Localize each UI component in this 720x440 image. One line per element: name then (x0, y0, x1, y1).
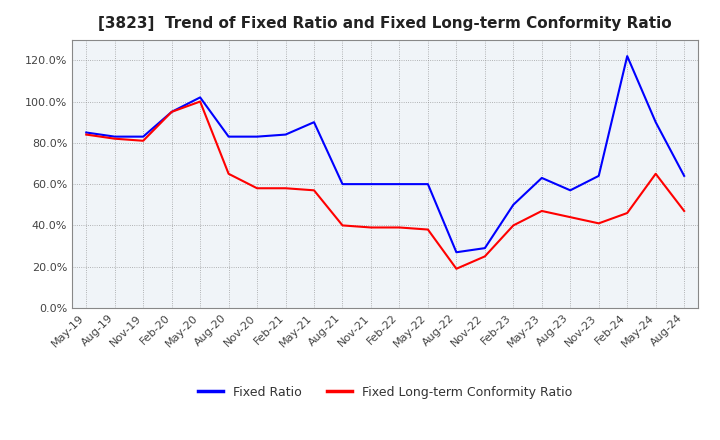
Line: Fixed Ratio: Fixed Ratio (86, 56, 684, 252)
Fixed Ratio (423, 181, 432, 187)
Fixed Long-term Conformity Ratio (652, 171, 660, 176)
Fixed Long-term Conformity Ratio (338, 223, 347, 228)
Fixed Long-term Conformity Ratio (282, 186, 290, 191)
Fixed Long-term Conformity Ratio (623, 210, 631, 216)
Fixed Long-term Conformity Ratio (225, 171, 233, 176)
Fixed Long-term Conformity Ratio (395, 225, 404, 230)
Fixed Long-term Conformity Ratio (110, 136, 119, 141)
Fixed Ratio (680, 173, 688, 179)
Fixed Long-term Conformity Ratio (595, 221, 603, 226)
Fixed Long-term Conformity Ratio (167, 109, 176, 114)
Fixed Ratio (310, 120, 318, 125)
Legend: Fixed Ratio, Fixed Long-term Conformity Ratio: Fixed Ratio, Fixed Long-term Conformity … (193, 381, 577, 404)
Line: Fixed Long-term Conformity Ratio: Fixed Long-term Conformity Ratio (86, 102, 684, 269)
Fixed Ratio (110, 134, 119, 139)
Fixed Long-term Conformity Ratio (480, 254, 489, 259)
Fixed Long-term Conformity Ratio (253, 186, 261, 191)
Fixed Ratio (253, 134, 261, 139)
Fixed Ratio (595, 173, 603, 179)
Fixed Ratio (623, 54, 631, 59)
Fixed Ratio (282, 132, 290, 137)
Fixed Ratio (566, 188, 575, 193)
Fixed Long-term Conformity Ratio (82, 132, 91, 137)
Fixed Ratio (395, 181, 404, 187)
Fixed Long-term Conformity Ratio (139, 138, 148, 143)
Fixed Ratio (338, 181, 347, 187)
Fixed Long-term Conformity Ratio (366, 225, 375, 230)
Fixed Ratio (366, 181, 375, 187)
Fixed Long-term Conformity Ratio (509, 223, 518, 228)
Fixed Ratio (196, 95, 204, 100)
Fixed Ratio (82, 130, 91, 135)
Fixed Ratio (167, 109, 176, 114)
Fixed Ratio (652, 120, 660, 125)
Fixed Ratio (452, 249, 461, 255)
Fixed Long-term Conformity Ratio (537, 208, 546, 213)
Fixed Long-term Conformity Ratio (310, 188, 318, 193)
Fixed Long-term Conformity Ratio (452, 266, 461, 271)
Fixed Long-term Conformity Ratio (196, 99, 204, 104)
Fixed Ratio (225, 134, 233, 139)
Title: [3823]  Trend of Fixed Ratio and Fixed Long-term Conformity Ratio: [3823] Trend of Fixed Ratio and Fixed Lo… (99, 16, 672, 32)
Fixed Long-term Conformity Ratio (680, 208, 688, 213)
Fixed Long-term Conformity Ratio (423, 227, 432, 232)
Fixed Ratio (537, 175, 546, 180)
Fixed Ratio (509, 202, 518, 207)
Fixed Ratio (480, 246, 489, 251)
Fixed Long-term Conformity Ratio (566, 215, 575, 220)
Fixed Ratio (139, 134, 148, 139)
